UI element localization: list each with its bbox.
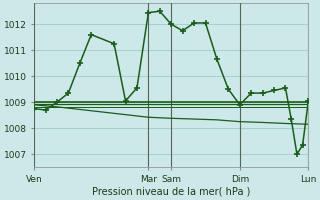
X-axis label: Pression niveau de la mer( hPa ): Pression niveau de la mer( hPa ) (92, 187, 251, 197)
